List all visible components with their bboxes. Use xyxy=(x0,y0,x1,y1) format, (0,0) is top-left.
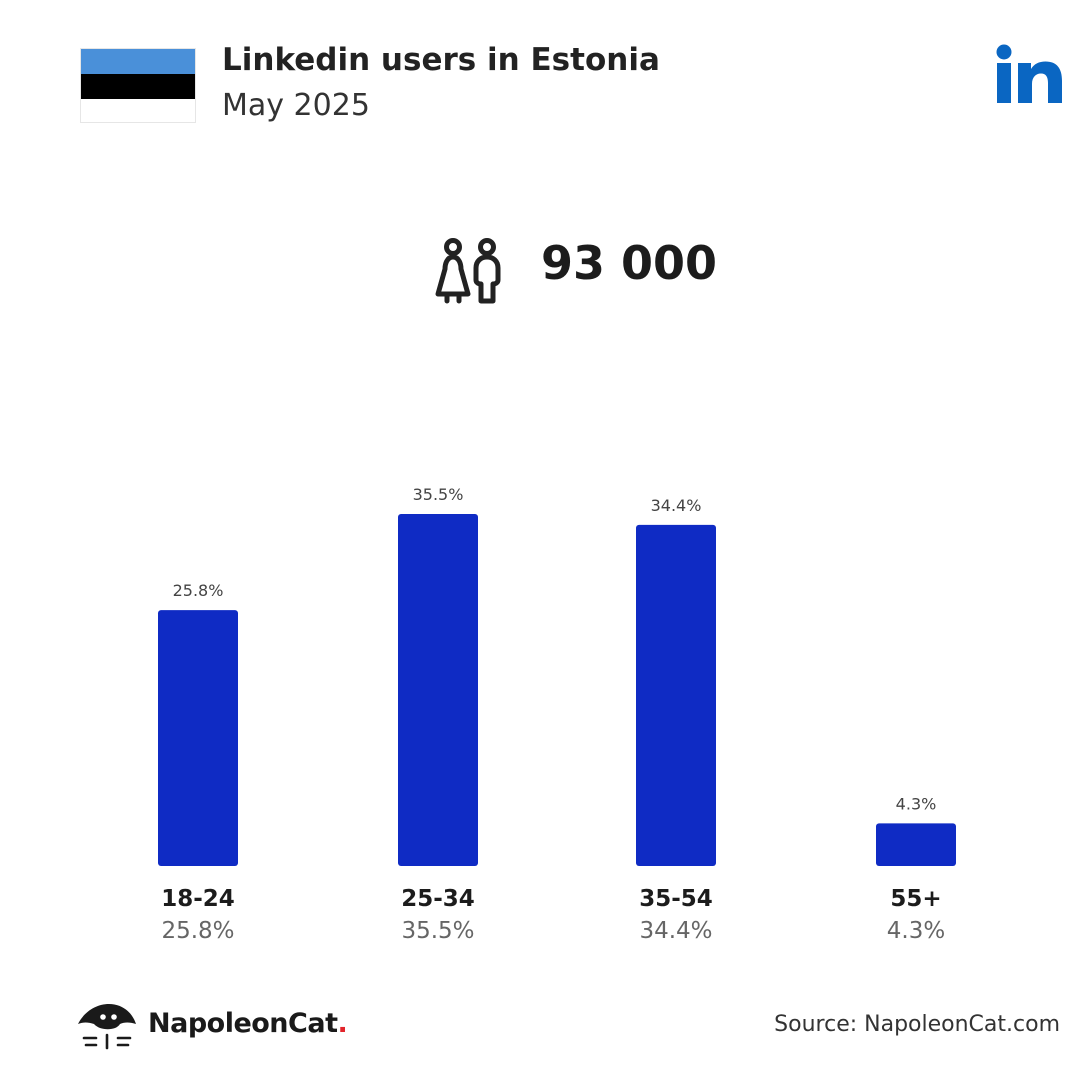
total-users-value: 93 000 xyxy=(541,236,718,290)
users-icon xyxy=(435,238,501,304)
source-text: Source: NapoleonCat.com xyxy=(774,1012,1060,1037)
bar-value-label: 34.4% xyxy=(651,496,702,515)
napoleoncat-logo-icon xyxy=(78,1004,136,1050)
flag-stripe-black xyxy=(81,74,195,99)
bar-value-label: 35.5% xyxy=(413,485,464,504)
brand-dot: . xyxy=(337,1008,348,1039)
category-percent-label: 35.5% xyxy=(401,918,474,944)
estonia-flag-icon xyxy=(80,48,196,123)
napoleoncat-brand: NapoleonCat. xyxy=(148,1008,348,1039)
brand-name: NapoleonCat xyxy=(148,1008,338,1039)
bar-35-54 xyxy=(636,524,716,866)
category-label: 35-54 xyxy=(639,886,713,912)
category-label: 55+ xyxy=(890,886,941,912)
bar-25-34 xyxy=(398,514,478,866)
bar-18-24 xyxy=(158,610,238,866)
bar-value-label: 4.3% xyxy=(896,794,937,813)
linkedin-logo-icon xyxy=(996,44,1062,103)
bar-value-label: 25.8% xyxy=(173,581,224,600)
bar-55+ xyxy=(876,823,956,866)
category-percent-label: 25.8% xyxy=(161,918,234,944)
category-percent-label: 4.3% xyxy=(887,918,945,944)
flag-stripe-blue xyxy=(81,49,195,74)
category-label: 18-24 xyxy=(161,886,235,912)
page-subtitle: May 2025 xyxy=(222,88,370,123)
flag-stripe-white xyxy=(81,99,195,122)
category-label: 25-34 xyxy=(401,886,475,912)
page-title: Linkedin users in Estonia xyxy=(222,42,660,78)
category-percent-label: 34.4% xyxy=(639,918,712,944)
